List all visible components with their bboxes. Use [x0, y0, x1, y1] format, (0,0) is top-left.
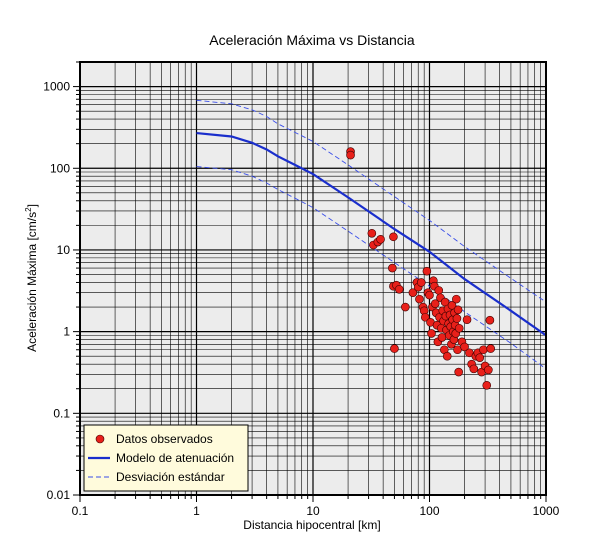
legend-marker-icon	[95, 434, 105, 444]
data-point	[460, 342, 469, 352]
data-point	[437, 333, 447, 342]
data-point	[390, 344, 399, 353]
data-point	[408, 288, 418, 297]
data-point	[452, 314, 462, 323]
data-point	[469, 364, 479, 374]
y-tick-label: 0.1	[53, 406, 70, 420]
data-point	[453, 305, 463, 315]
x-tick-label: 10	[306, 504, 320, 518]
y-axis-label-main: Aceleración Máxima [cm/s	[25, 212, 39, 352]
data-point	[415, 294, 424, 304]
data-point	[434, 286, 444, 295]
data-point	[485, 315, 495, 325]
data-point	[442, 351, 452, 361]
y-axis-label-superscript: 2	[24, 207, 33, 212]
y-tick-label: 10	[57, 243, 71, 257]
data-point	[447, 301, 457, 310]
data-point	[425, 290, 434, 300]
chart-title: Aceleración Máxima vs Distancia	[209, 32, 415, 48]
x-axis-label: Distancia hipocentral [km]	[243, 518, 380, 532]
data-point	[452, 294, 461, 304]
data-point	[367, 228, 377, 238]
x-tick-label: 1	[193, 504, 200, 518]
data-point	[486, 344, 495, 353]
x-tick-label: 100	[419, 504, 439, 518]
data-point	[427, 329, 436, 338]
data-point	[454, 367, 463, 377]
y-tick-label: 1	[63, 325, 70, 339]
data-point	[389, 232, 398, 242]
legend-label: Desviación estándar	[116, 470, 225, 484]
legend-label: Datos observados	[116, 432, 213, 446]
data-point	[394, 284, 404, 294]
y-tick-label: 0.01	[47, 488, 71, 502]
data-point	[482, 381, 492, 390]
data-point	[420, 312, 430, 322]
legend: Datos observados Modelo de atenuación Desv…	[83, 424, 249, 492]
std-deviation-curve	[196, 99, 547, 303]
legend-label: Modelo de atenuación	[116, 451, 234, 465]
data-point	[454, 323, 464, 333]
x-tick-label: 1000	[533, 504, 560, 518]
y-axis-label-end: ]	[25, 204, 39, 207]
std-deviation-curve	[196, 166, 547, 370]
data-point	[388, 263, 397, 273]
data-point	[422, 266, 432, 276]
data-point	[475, 353, 485, 362]
y-tick-label: 100	[50, 161, 70, 175]
data-point	[430, 299, 440, 308]
data-point	[401, 302, 410, 312]
y-axis-label: Aceleración Máxima [cm/s2]	[24, 204, 39, 352]
data-point	[479, 345, 488, 355]
data-point	[462, 315, 472, 325]
data-point	[484, 365, 493, 375]
y-tick-label: 1000	[43, 80, 70, 94]
x-tick-label: 0.1	[72, 504, 89, 518]
legend-box	[83, 424, 249, 492]
attenuation-model-curve	[196, 131, 547, 337]
data-point	[416, 278, 426, 287]
data-point	[346, 150, 355, 160]
data-point	[376, 235, 385, 244]
